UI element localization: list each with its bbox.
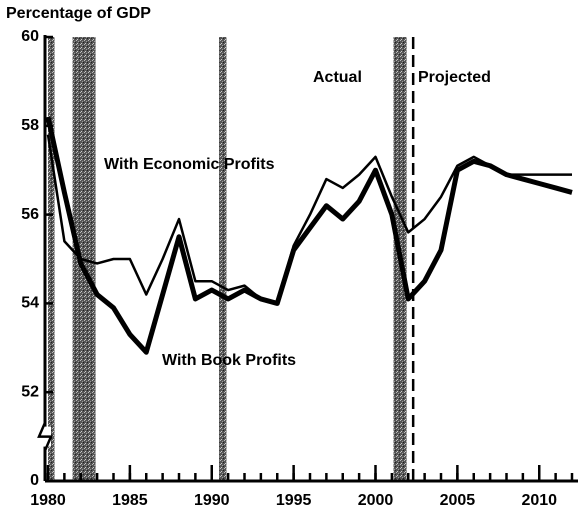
shaded-period (219, 37, 227, 481)
x-tick-label: 1980 (30, 492, 66, 509)
y-tick-label: 60 (21, 28, 39, 45)
x-tick-label: 1990 (194, 492, 230, 509)
y-tick-label: 56 (21, 206, 39, 223)
x-tick-label: 2000 (358, 492, 394, 509)
x-tick-label: 1995 (276, 492, 312, 509)
annotation: With Book Profits (162, 352, 296, 369)
y-tick-label: 58 (21, 117, 39, 134)
y-tick-label: 0 (30, 472, 39, 489)
y-tick-label: 54 (21, 295, 39, 312)
series-line (45, 116, 573, 355)
shaded-period (48, 37, 55, 481)
annotation: Actual (313, 69, 362, 86)
y-tick-label: 52 (21, 383, 39, 400)
axis-break (37, 422, 53, 452)
annotation: Projected (418, 69, 491, 86)
chart-title: Percentage of GDP (6, 5, 151, 22)
x-tick-label: 1985 (112, 492, 148, 509)
annotation: With Economic Profits (104, 156, 275, 173)
x-tick-label: 2005 (440, 492, 476, 509)
x-tick-label: 2010 (521, 492, 557, 509)
